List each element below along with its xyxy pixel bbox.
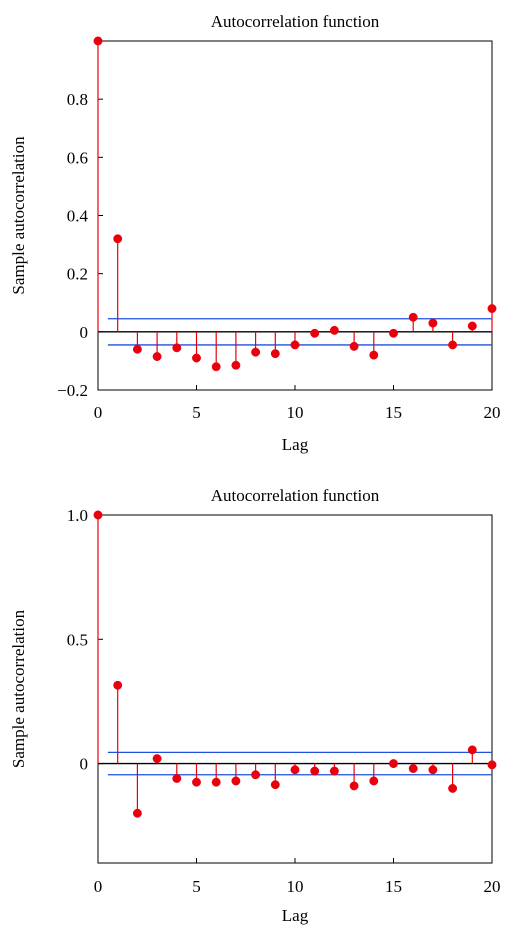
chart-title: Autocorrelation function	[211, 486, 380, 505]
acf-point	[448, 340, 458, 350]
acf-point	[132, 808, 142, 818]
acf-point	[389, 328, 398, 338]
acf-point	[152, 352, 162, 362]
y-tick-label: 0.8	[67, 90, 88, 109]
acf-point	[408, 764, 418, 773]
acf-point	[251, 347, 261, 357]
acf-point	[408, 312, 418, 322]
x-tick-label: 0	[94, 877, 103, 896]
acf-point	[113, 680, 123, 690]
acf-point	[349, 341, 359, 351]
x-tick-label: 5	[192, 403, 201, 422]
acf-point	[211, 777, 221, 787]
acf-point	[270, 349, 280, 359]
x-tick-label: 10	[287, 877, 304, 896]
acf-point	[487, 760, 497, 770]
acf-point	[231, 360, 241, 370]
acf-point	[369, 776, 379, 786]
y-tick-label: 0.6	[67, 148, 88, 167]
acf-point	[448, 783, 458, 793]
acf-point	[93, 510, 103, 520]
plot-frame	[97, 514, 493, 864]
x-axis-label: Lag	[282, 435, 309, 454]
acf-point	[349, 781, 359, 791]
x-tick-label: 10	[287, 403, 304, 422]
acf-point	[192, 353, 201, 363]
acf-point	[211, 362, 221, 372]
acf-point	[152, 754, 162, 764]
acf-point	[428, 318, 438, 328]
y-tick-label: 0.4	[67, 207, 89, 226]
y-tick-label: 0.5	[67, 630, 88, 649]
x-tick-label: 20	[484, 877, 501, 896]
acf-point	[93, 36, 103, 46]
acf-point	[270, 780, 280, 790]
acf-point	[389, 759, 398, 769]
acf-point	[467, 321, 477, 331]
x-tick-label: 15	[385, 403, 402, 422]
x-axis-label: Lag	[282, 906, 309, 925]
acf-point	[467, 745, 477, 755]
y-axis-label: Sample autocorrelation	[9, 609, 28, 768]
acf-point	[329, 325, 339, 335]
acf-point	[428, 765, 438, 775]
acf-chart-top: Autocorrelation function 0 5 10 15 20 −0.2 0 0.2…	[9, 12, 501, 454]
y-tick-label: −0.2	[57, 381, 88, 400]
acf-point	[310, 766, 320, 776]
acf-point	[369, 350, 379, 360]
acf-point	[290, 340, 300, 350]
acf-point	[290, 765, 300, 775]
chart-title: Autocorrelation function	[211, 12, 380, 31]
y-axis-label: Sample autocorrelation	[9, 136, 28, 295]
x-tick-label: 15	[385, 877, 402, 896]
acf-point	[113, 234, 123, 244]
x-tick-label: 20	[484, 403, 501, 422]
acf-point	[172, 343, 182, 353]
acf-point	[132, 344, 142, 354]
y-tick-label: 1.0	[67, 506, 88, 525]
y-tick-label: 0	[80, 323, 89, 342]
acf-point	[487, 304, 497, 314]
y-tick-label: 0.2	[67, 265, 88, 284]
acf-point	[251, 770, 261, 780]
acf-point	[192, 777, 201, 787]
acf-point	[310, 328, 320, 338]
acf-point	[172, 774, 182, 783]
acf-point	[329, 766, 339, 776]
y-tick-label: 0	[80, 755, 89, 774]
x-tick-label: 0	[94, 403, 103, 422]
acf-chart-bottom: Autocorrelation function 0 5 10 15 20 0 0.5 1.0 L…	[9, 486, 501, 925]
x-tick-label: 5	[192, 877, 201, 896]
acf-point	[231, 776, 241, 786]
